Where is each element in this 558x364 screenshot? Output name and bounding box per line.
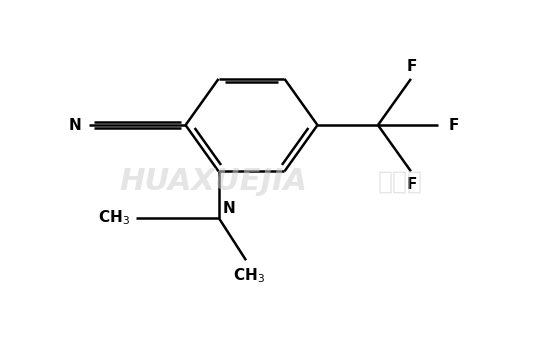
Text: F: F: [407, 59, 417, 74]
Text: F: F: [448, 118, 459, 132]
Text: CH$_3$: CH$_3$: [98, 208, 129, 227]
Text: HUAXUEJIA: HUAXUEJIA: [119, 167, 307, 197]
Text: N: N: [223, 201, 235, 216]
Text: CH$_3$: CH$_3$: [233, 267, 264, 285]
Text: F: F: [407, 177, 417, 192]
Text: N: N: [69, 118, 81, 132]
Text: 化学加: 化学加: [377, 170, 422, 194]
